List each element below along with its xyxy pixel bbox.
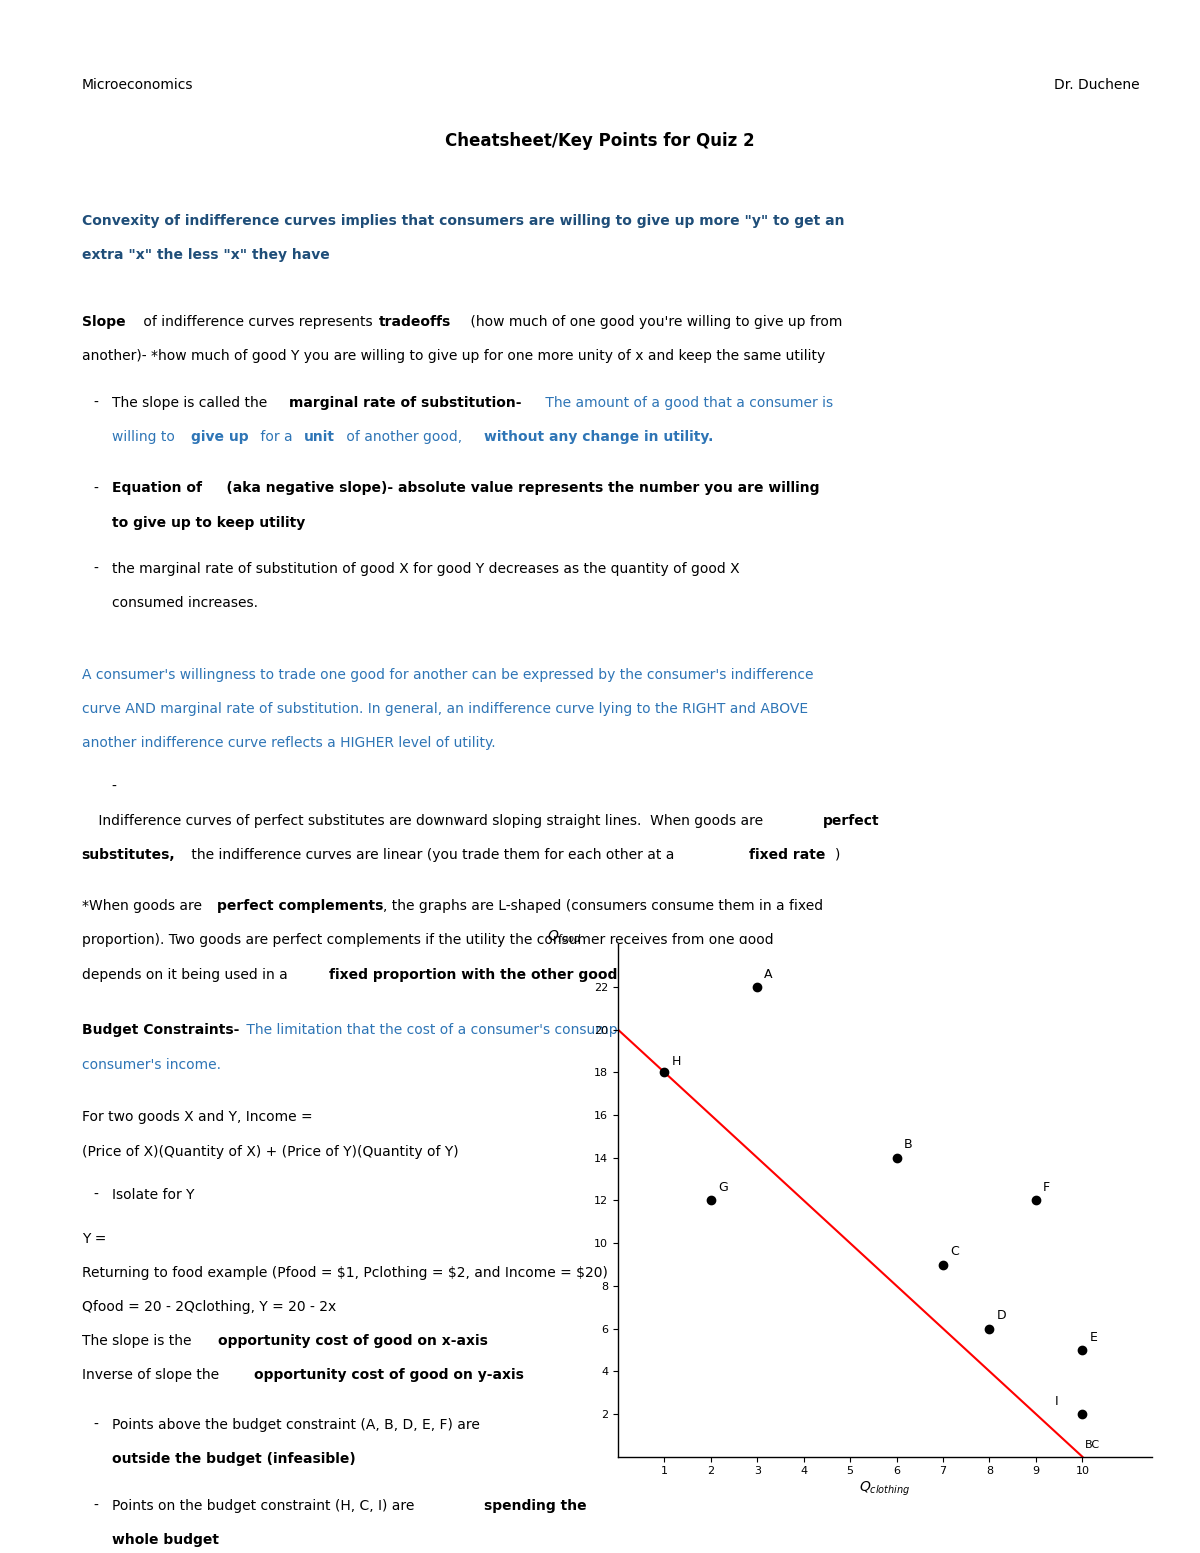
Text: another indifference curve reflects a HIGHER level of utility.: another indifference curve reflects a HI… bbox=[82, 736, 496, 750]
Text: perfect: perfect bbox=[823, 814, 880, 828]
Text: outside the budget (infeasible): outside the budget (infeasible) bbox=[112, 1452, 355, 1466]
Text: the marginal rate of substitution of good X for good Y decreases as the quantity: the marginal rate of substitution of goo… bbox=[112, 562, 739, 576]
Text: G: G bbox=[718, 1182, 727, 1194]
Text: consumed increases.: consumed increases. bbox=[112, 596, 258, 610]
Text: The slope is called the: The slope is called the bbox=[112, 396, 271, 410]
Text: opportunity cost of good on x-axis: opportunity cost of good on x-axis bbox=[218, 1334, 488, 1348]
Text: for a: for a bbox=[256, 430, 296, 444]
Text: -: - bbox=[94, 1499, 98, 1513]
Text: Returning to food example (Pfood = $1, Pclothing = $2, and Income = $20): Returning to food example (Pfood = $1, P… bbox=[82, 1266, 607, 1280]
Text: -: - bbox=[94, 1188, 98, 1202]
Text: -: - bbox=[112, 780, 116, 794]
Text: Budget Constraints-: Budget Constraints- bbox=[82, 1023, 239, 1037]
Text: (how much of one good you're willing to give up from: (how much of one good you're willing to … bbox=[466, 315, 842, 329]
Text: fixed proportion with the other good.: fixed proportion with the other good. bbox=[329, 968, 623, 981]
Text: -: - bbox=[94, 562, 98, 576]
Text: BC: BC bbox=[1085, 1440, 1099, 1451]
Text: of another good,: of another good, bbox=[342, 430, 467, 444]
Text: , the graphs are L-shaped (consumers consume them in a fixed: , the graphs are L-shaped (consumers con… bbox=[383, 899, 823, 913]
Text: extra "x" the less "x" they have: extra "x" the less "x" they have bbox=[82, 248, 329, 262]
Text: A: A bbox=[764, 968, 773, 980]
Text: -: - bbox=[94, 481, 98, 495]
Text: (Price of X)(Quantity of X) + (Price of Y)(Quantity of Y): (Price of X)(Quantity of X) + (Price of … bbox=[82, 1145, 458, 1159]
Text: depends on it being used in a: depends on it being used in a bbox=[82, 968, 292, 981]
Text: perfect complements: perfect complements bbox=[217, 899, 384, 913]
Text: substitutes,: substitutes, bbox=[82, 848, 175, 862]
Text: B: B bbox=[904, 1138, 912, 1151]
Text: Inverse of slope the: Inverse of slope the bbox=[82, 1368, 223, 1382]
Text: H: H bbox=[672, 1054, 680, 1068]
Text: E: E bbox=[1090, 1331, 1097, 1343]
Text: The slope is the: The slope is the bbox=[82, 1334, 196, 1348]
Text: consumer's income.: consumer's income. bbox=[82, 1058, 221, 1072]
Text: For two goods X and Y, Income =: For two goods X and Y, Income = bbox=[82, 1110, 312, 1124]
Text: spending the: spending the bbox=[484, 1499, 587, 1513]
Text: A consumer's willingness to trade one good for another can be expressed by the c: A consumer's willingness to trade one go… bbox=[82, 668, 814, 682]
Text: Qfood = 20 - 2Qclothing, Y = 20 - 2x: Qfood = 20 - 2Qclothing, Y = 20 - 2x bbox=[82, 1300, 336, 1314]
Text: proportion). Two goods are perfect complements if the utility the consumer recei: proportion). Two goods are perfect compl… bbox=[82, 933, 773, 947]
X-axis label: $Q_{clothing}$: $Q_{clothing}$ bbox=[859, 1478, 911, 1497]
Text: willing to: willing to bbox=[112, 430, 179, 444]
Text: Microeconomics: Microeconomics bbox=[82, 78, 193, 92]
Text: give up: give up bbox=[191, 430, 248, 444]
Text: -: - bbox=[94, 396, 98, 410]
Text: opportunity cost of good on y-axis: opportunity cost of good on y-axis bbox=[254, 1368, 524, 1382]
Text: tradeoffs: tradeoffs bbox=[379, 315, 451, 329]
Text: Slope: Slope bbox=[82, 315, 125, 329]
Text: the indifference curves are linear (you trade them for each other at a: the indifference curves are linear (you … bbox=[187, 848, 679, 862]
Text: F: F bbox=[1043, 1182, 1050, 1194]
Text: marginal rate of substitution-: marginal rate of substitution- bbox=[289, 396, 522, 410]
Text: another)- *how much of good Y you are willing to give up for one more unity of x: another)- *how much of good Y you are wi… bbox=[82, 349, 824, 363]
Text: whole budget: whole budget bbox=[112, 1533, 218, 1547]
Text: Equation of     (aka negative slope)- absolute value represents the number you a: Equation of (aka negative slope)- absolu… bbox=[112, 481, 820, 495]
Text: Points above the budget constraint (A, B, D, E, F) are: Points above the budget constraint (A, B… bbox=[112, 1418, 480, 1432]
Text: without any change in utility.: without any change in utility. bbox=[484, 430, 713, 444]
Text: ): ) bbox=[835, 848, 840, 862]
Text: I: I bbox=[1055, 1395, 1058, 1407]
Text: to give up to keep utility: to give up to keep utility bbox=[112, 516, 305, 530]
Text: Dr. Duchene: Dr. Duchene bbox=[1055, 78, 1140, 92]
Text: fixed rate: fixed rate bbox=[749, 848, 826, 862]
Text: Indifference curves of perfect substitutes are downward sloping straight lines. : Indifference curves of perfect substitut… bbox=[94, 814, 767, 828]
Text: Y =: Y = bbox=[82, 1232, 106, 1246]
Text: Points on the budget constraint (H, C, I) are: Points on the budget constraint (H, C, I… bbox=[112, 1499, 419, 1513]
Text: Cheatsheet/Key Points for Quiz 2: Cheatsheet/Key Points for Quiz 2 bbox=[445, 132, 755, 151]
Text: *When goods are: *When goods are bbox=[82, 899, 206, 913]
Text: curve AND marginal rate of substitution. In general, an indifference curve lying: curve AND marginal rate of substitution.… bbox=[82, 702, 808, 716]
Text: The amount of a good that a consumer is: The amount of a good that a consumer is bbox=[541, 396, 833, 410]
Text: of indifference curves represents: of indifference curves represents bbox=[139, 315, 377, 329]
Text: Isolate for Y: Isolate for Y bbox=[112, 1188, 194, 1202]
Y-axis label: $Q_{food}$: $Q_{food}$ bbox=[547, 929, 582, 946]
Text: unit: unit bbox=[304, 430, 335, 444]
Text: C: C bbox=[950, 1246, 959, 1258]
Text: Convexity of indifference curves implies that consumers are willing to give up m: Convexity of indifference curves implies… bbox=[82, 214, 844, 228]
Text: The limitation that the cost of a consumer's consumption bundle cannot exceed th: The limitation that the cost of a consum… bbox=[242, 1023, 830, 1037]
Text: -: - bbox=[94, 1418, 98, 1432]
Text: D: D bbox=[996, 1309, 1006, 1322]
